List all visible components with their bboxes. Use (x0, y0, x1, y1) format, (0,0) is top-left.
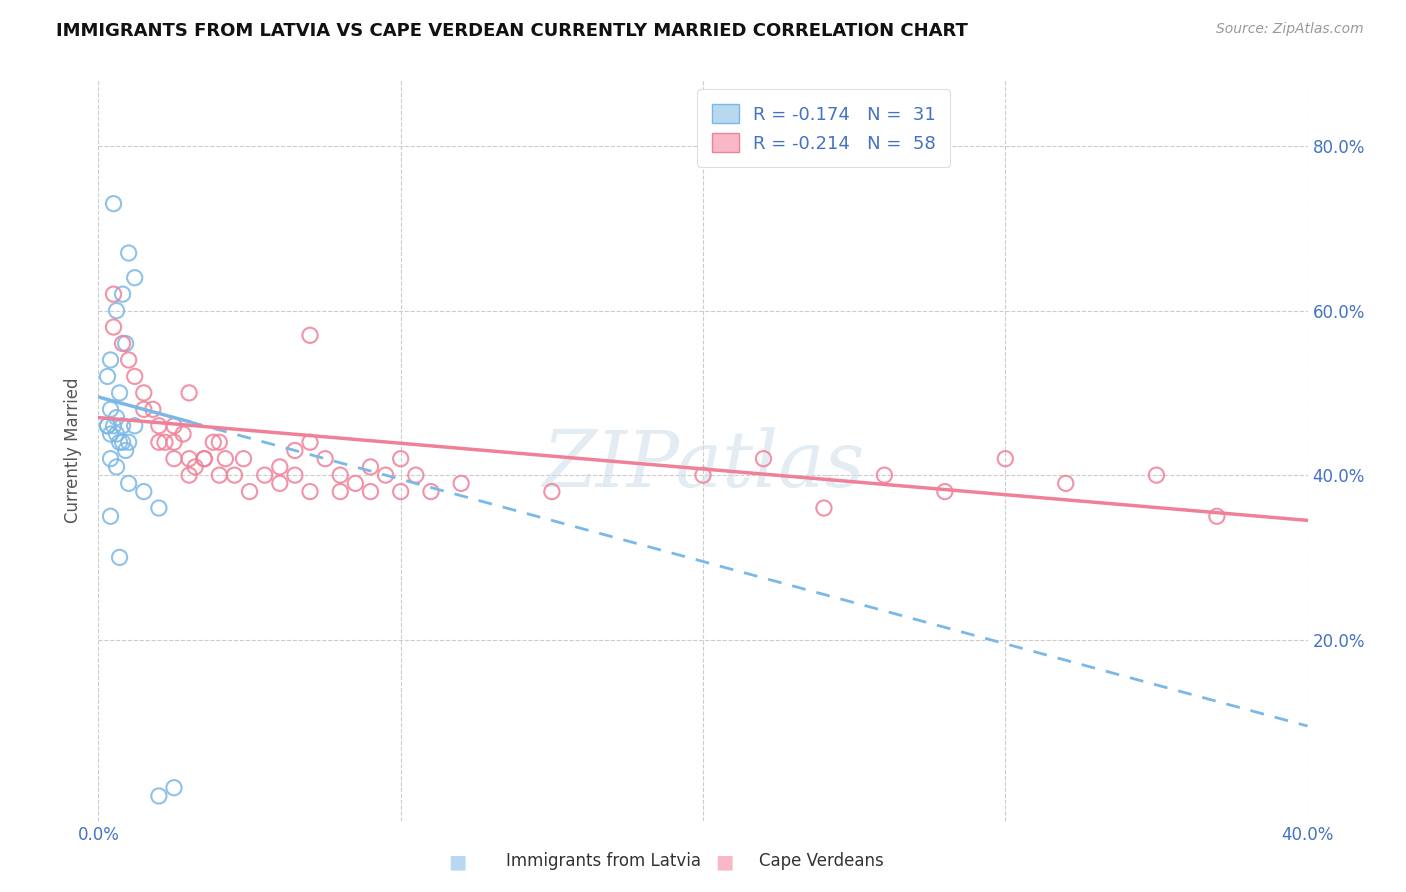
Point (202, 435, 225, 450)
Point (124, 418, 146, 433)
Text: ZIPatlas: ZIPatlas (541, 427, 865, 503)
Point (299, 435, 322, 450)
Point (420, 484, 443, 499)
Point (269, 459, 291, 474)
Point (114, 443, 136, 458)
Point (214, 451, 236, 466)
Point (105, 459, 128, 474)
Point (224, 468, 246, 483)
Point (118, 353, 141, 368)
Point (105, 410, 128, 425)
Point (111, 435, 134, 450)
Point (100, 402, 122, 417)
Point (299, 484, 322, 499)
Point (114, 336, 136, 351)
Point (329, 484, 352, 499)
Point (148, 789, 170, 803)
Text: ■: ■ (447, 852, 467, 871)
Point (148, 418, 170, 433)
Point (148, 435, 170, 450)
Point (124, 270, 146, 285)
Point (118, 246, 141, 260)
Point (103, 418, 125, 433)
Point (111, 418, 134, 433)
Point (208, 435, 231, 450)
Point (153, 435, 176, 450)
Point (179, 385, 201, 400)
Point (100, 451, 122, 466)
Point (360, 459, 382, 474)
Point (752, 451, 775, 466)
Point (172, 427, 194, 442)
Point (100, 427, 122, 442)
Point (132, 402, 155, 417)
Point (193, 451, 215, 466)
Y-axis label: Currently Married: Currently Married (65, 377, 83, 524)
Point (269, 476, 291, 491)
Point (344, 476, 367, 491)
Point (163, 451, 186, 466)
Point (692, 468, 714, 483)
Point (253, 468, 276, 483)
Point (314, 451, 336, 466)
Point (184, 459, 207, 474)
Point (179, 451, 201, 466)
Point (108, 385, 131, 400)
Point (103, 320, 125, 334)
Point (239, 484, 262, 499)
Legend: R = -0.174   N =  31, R = -0.214   N =  58: R = -0.174 N = 31, R = -0.214 N = 58 (697, 89, 950, 167)
Point (179, 468, 201, 483)
Point (96, 418, 118, 433)
Point (103, 196, 125, 211)
Point (163, 435, 186, 450)
Point (96, 369, 118, 384)
Point (208, 468, 231, 483)
Point (994, 451, 1017, 466)
Point (813, 501, 835, 516)
Point (132, 385, 155, 400)
Point (105, 303, 128, 318)
Point (148, 501, 170, 516)
Point (329, 468, 352, 483)
Point (132, 484, 155, 499)
Point (163, 418, 186, 433)
Point (100, 353, 122, 368)
Point (405, 468, 427, 483)
Text: Cape Verdeans: Cape Verdeans (759, 852, 884, 870)
Text: IMMIGRANTS FROM LATVIA VS CAPE VERDEAN CURRENTLY MARRIED CORRELATION CHART: IMMIGRANTS FROM LATVIA VS CAPE VERDEAN C… (56, 22, 969, 40)
Point (100, 509, 122, 524)
Point (1144, 468, 1167, 483)
Point (118, 435, 141, 450)
Point (108, 550, 131, 565)
Point (96, 418, 118, 433)
Text: Source: ZipAtlas.com: Source: ZipAtlas.com (1216, 22, 1364, 37)
Point (1054, 476, 1077, 491)
Text: ■: ■ (714, 852, 734, 871)
Point (124, 369, 146, 384)
Point (105, 427, 128, 442)
Point (284, 468, 307, 483)
Point (1206, 509, 1229, 524)
Point (540, 484, 562, 499)
Point (193, 451, 215, 466)
Text: Immigrants from Latvia: Immigrants from Latvia (506, 852, 702, 870)
Point (111, 287, 134, 301)
Point (873, 468, 896, 483)
Point (299, 328, 322, 343)
Point (450, 476, 472, 491)
Point (163, 780, 186, 795)
Point (389, 484, 412, 499)
Point (142, 402, 165, 417)
Point (374, 468, 396, 483)
Point (284, 443, 307, 458)
Point (111, 336, 134, 351)
Point (108, 435, 131, 450)
Point (232, 451, 254, 466)
Point (934, 484, 956, 499)
Point (118, 476, 141, 491)
Point (389, 451, 412, 466)
Point (360, 484, 382, 499)
Point (103, 287, 125, 301)
